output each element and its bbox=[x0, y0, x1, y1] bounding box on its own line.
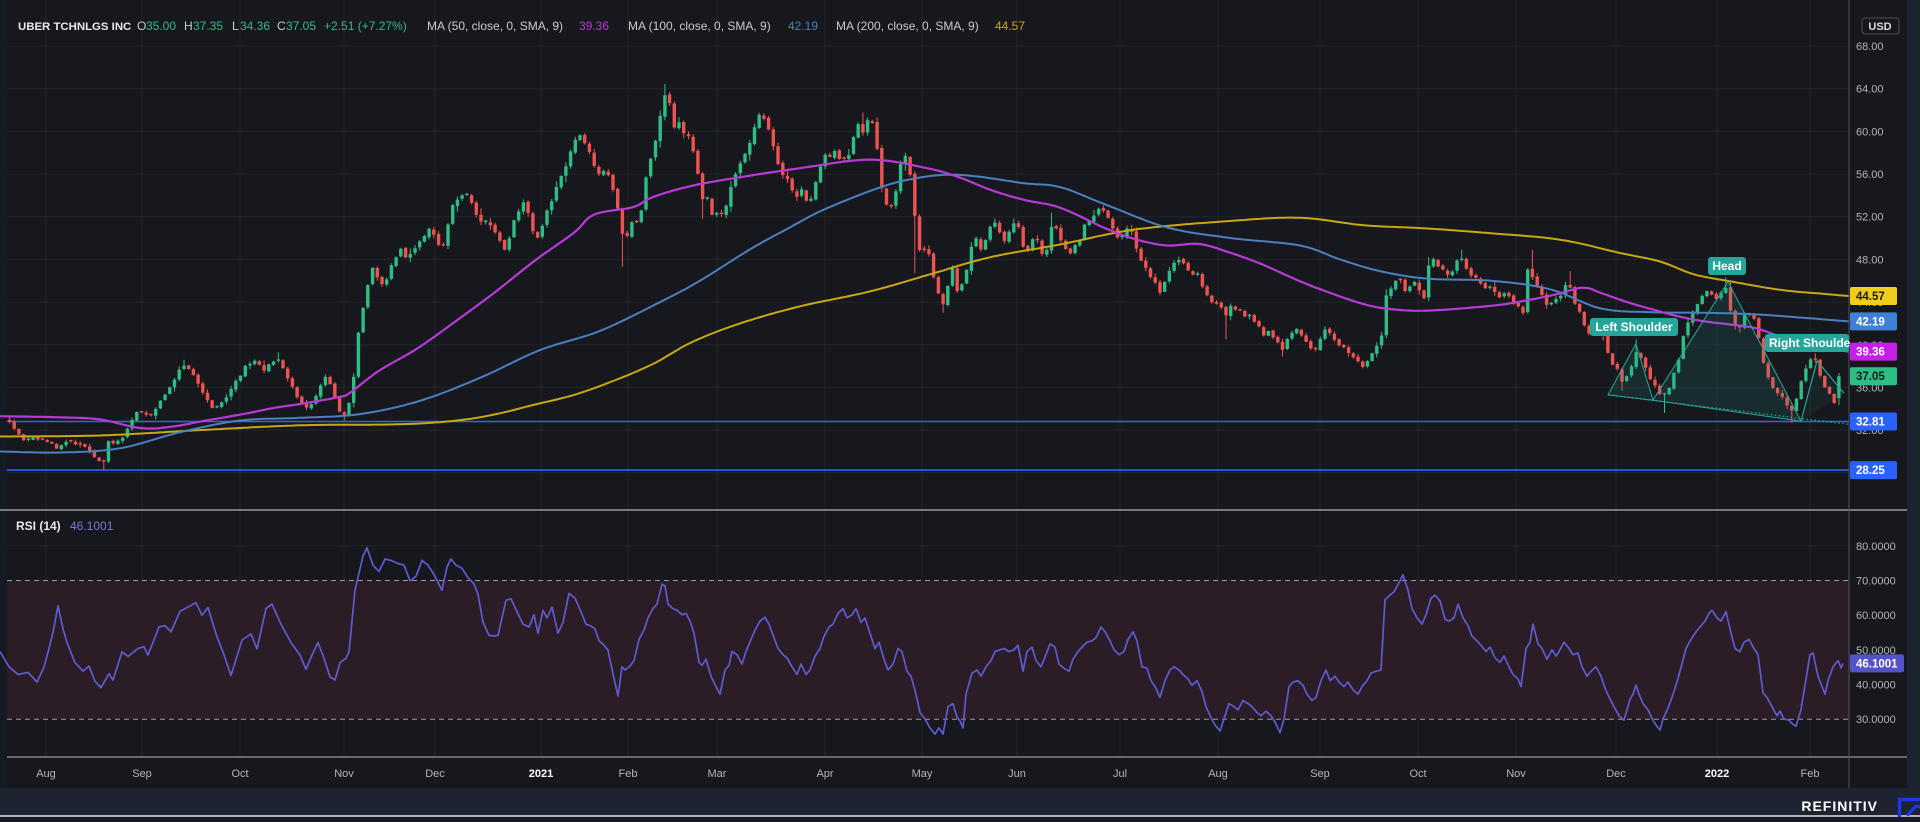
svg-text:May: May bbox=[912, 768, 933, 780]
svg-text:44.57: 44.57 bbox=[995, 19, 1025, 33]
svg-text:Left Shoulder: Left Shoulder bbox=[1595, 320, 1673, 334]
svg-text:46.1001: 46.1001 bbox=[70, 519, 114, 533]
svg-text:Jun: Jun bbox=[1008, 768, 1026, 780]
svg-text:60.00: 60.00 bbox=[1856, 126, 1884, 138]
svg-text:+2.51 (+7.27%): +2.51 (+7.27%) bbox=[324, 19, 407, 33]
svg-text:56.00: 56.00 bbox=[1856, 169, 1884, 181]
svg-text:Sep: Sep bbox=[132, 768, 152, 780]
svg-text:Nov: Nov bbox=[334, 768, 354, 780]
svg-text:Aug: Aug bbox=[1208, 768, 1228, 780]
svg-text:Feb: Feb bbox=[619, 768, 638, 780]
svg-text:34.36: 34.36 bbox=[240, 19, 270, 33]
svg-text:C: C bbox=[277, 19, 286, 33]
svg-text:60.0000: 60.0000 bbox=[1856, 610, 1896, 622]
svg-text:H: H bbox=[184, 19, 193, 33]
svg-text:Dec: Dec bbox=[1606, 768, 1626, 780]
svg-text:Apr: Apr bbox=[816, 768, 833, 780]
svg-text:35.00: 35.00 bbox=[146, 19, 176, 33]
svg-text:Jul: Jul bbox=[1113, 768, 1127, 780]
svg-text:46.1001: 46.1001 bbox=[1856, 658, 1898, 670]
svg-text:42.19: 42.19 bbox=[788, 19, 818, 33]
svg-text:36.00: 36.00 bbox=[1856, 382, 1884, 394]
svg-text:68.00: 68.00 bbox=[1856, 41, 1884, 53]
svg-text:64.00: 64.00 bbox=[1856, 84, 1884, 96]
svg-text:MA (50, close, 0, SMA, 9): MA (50, close, 0, SMA, 9) bbox=[427, 19, 563, 33]
svg-text:REFINITIV: REFINITIV bbox=[1801, 798, 1878, 814]
svg-text:UBER TCHNLGS INC: UBER TCHNLGS INC bbox=[18, 21, 131, 33]
svg-text:30.0000: 30.0000 bbox=[1856, 714, 1896, 726]
svg-text:O: O bbox=[137, 19, 146, 33]
svg-text:40.0000: 40.0000 bbox=[1856, 680, 1896, 692]
svg-text:RSI (14): RSI (14) bbox=[16, 519, 61, 533]
svg-text:MA (100, close, 0, SMA, 9): MA (100, close, 0, SMA, 9) bbox=[628, 19, 771, 33]
svg-text:Aug: Aug bbox=[36, 768, 56, 780]
svg-text:39.36: 39.36 bbox=[579, 19, 609, 33]
svg-text:Oct: Oct bbox=[1409, 768, 1426, 780]
svg-text:39.36: 39.36 bbox=[1856, 347, 1885, 359]
svg-text:Nov: Nov bbox=[1506, 768, 1526, 780]
svg-text:42.19: 42.19 bbox=[1856, 316, 1885, 328]
svg-text:37.35: 37.35 bbox=[193, 19, 223, 33]
svg-text:52.00: 52.00 bbox=[1856, 212, 1884, 224]
svg-text:32.81: 32.81 bbox=[1856, 417, 1885, 429]
svg-text:USD: USD bbox=[1868, 21, 1891, 33]
svg-text:2021: 2021 bbox=[529, 768, 553, 780]
svg-text:50.0000: 50.0000 bbox=[1856, 645, 1896, 657]
svg-text:L: L bbox=[232, 19, 239, 33]
svg-text:48.00: 48.00 bbox=[1856, 254, 1884, 266]
svg-text:Dec: Dec bbox=[425, 768, 445, 780]
svg-text:37.05: 37.05 bbox=[286, 19, 316, 33]
svg-text:Feb: Feb bbox=[1801, 768, 1820, 780]
svg-text:44.57: 44.57 bbox=[1856, 291, 1885, 303]
svg-text:Head: Head bbox=[1712, 259, 1741, 273]
svg-text:80.0000: 80.0000 bbox=[1856, 541, 1896, 553]
svg-text:Right Shoulde: Right Shoulde bbox=[1769, 336, 1851, 350]
svg-text:Sep: Sep bbox=[1310, 768, 1330, 780]
svg-text:70.0000: 70.0000 bbox=[1856, 576, 1896, 588]
svg-text:2022: 2022 bbox=[1705, 768, 1729, 780]
svg-text:37.05: 37.05 bbox=[1856, 371, 1885, 383]
svg-text:28.25: 28.25 bbox=[1856, 465, 1885, 477]
svg-text:Mar: Mar bbox=[708, 768, 727, 780]
svg-text:MA (200, close, 0, SMA, 9): MA (200, close, 0, SMA, 9) bbox=[836, 19, 979, 33]
svg-text:Oct: Oct bbox=[231, 768, 248, 780]
